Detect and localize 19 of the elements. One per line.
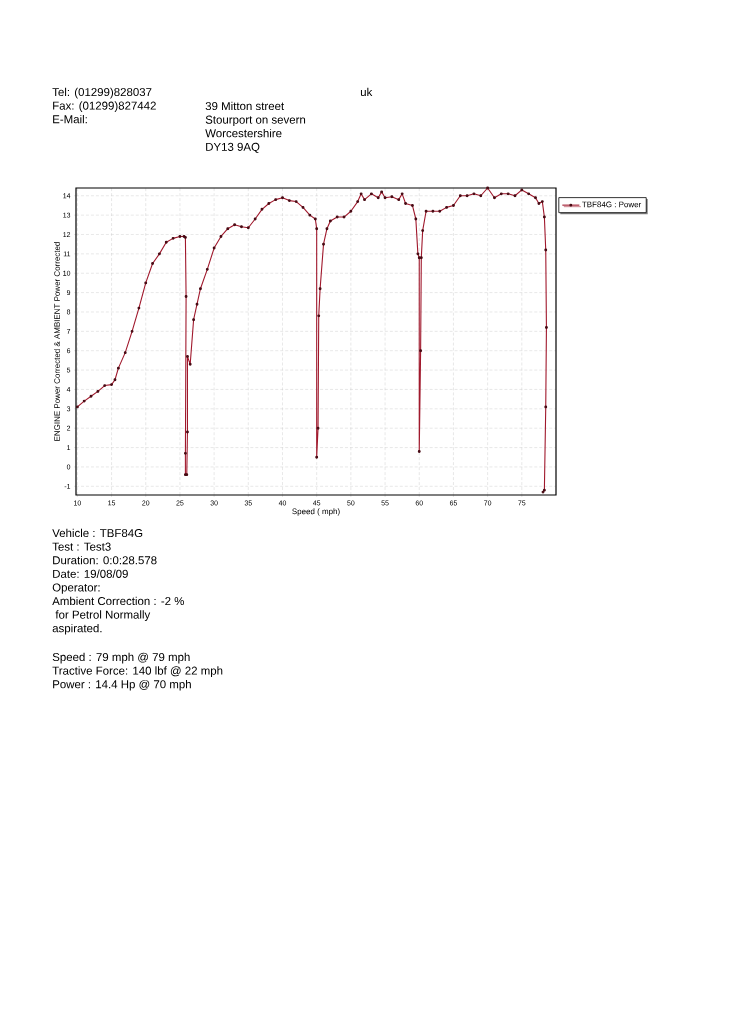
text: Ambient Correction : -2 %: [52, 596, 184, 606]
text: Power : 14.4 Hp @ 70 mph: [53, 679, 191, 691]
text: Vehicle : TBF84G: [52, 528, 143, 538]
text: DY13 9AQ: [206, 142, 260, 153]
text: Date: 19/08/09: [53, 569, 128, 578]
text: 39 Mitton street: [205, 101, 285, 111]
text: Tractive Force: 140 lbf @ 22 mph: [52, 666, 223, 677]
text: Test : Test3: [52, 542, 111, 551]
text: aspirated.: [52, 623, 102, 635]
text: Tel: (01299)828037: [52, 87, 152, 99]
text: uk: [360, 87, 373, 97]
text: Worcestershire: [205, 128, 282, 138]
text: Fax: (01299)827442: [53, 101, 156, 112]
text: Operator:: [52, 583, 100, 594]
text: for Petrol Normally: [55, 610, 151, 621]
text: Stourport on severn: [205, 115, 306, 126]
text: Speed : 79 mph @ 79 mph: [52, 652, 190, 664]
text: Duration: 0:0:28.578: [53, 555, 157, 565]
text: E-Mail:: [53, 114, 87, 124]
